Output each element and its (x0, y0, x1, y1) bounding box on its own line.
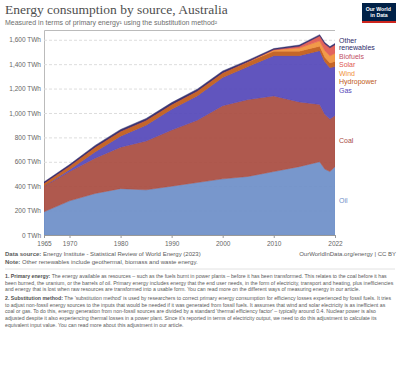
logo-bar (362, 21, 396, 23)
area (44, 36, 335, 183)
area (44, 35, 335, 184)
x-tick-mark (274, 235, 275, 238)
footnote-text: The energy available as resources – such… (5, 273, 393, 292)
note-label: Note: (5, 259, 20, 265)
footnotes: 1. Primary energy: The energy available … (5, 273, 395, 330)
logo-box (362, 3, 396, 23)
y-tick-label: 600 TWh (15, 158, 42, 165)
x-tick-label: 1990 (165, 240, 180, 247)
x-tick-mark (44, 235, 45, 238)
logo-text: Our World in Data (366, 6, 393, 18)
x-tick-label: 1965 (37, 240, 52, 247)
subtitle: Measured in terms of primary energy¹ usi… (5, 19, 218, 27)
separator (5, 269, 395, 270)
x-tick: 2010 (267, 235, 282, 247)
x-tick-label: 2022 (328, 240, 343, 247)
x-tick-mark (172, 235, 173, 238)
logo: Our World in Data (362, 3, 396, 23)
legend-label: Wind (339, 70, 355, 77)
footnote-label: 1. Primary energy: (5, 273, 50, 279)
areas (44, 35, 335, 235)
title: Energy consumption by source, Australia (5, 2, 228, 17)
y-tick-label: 800 TWh (15, 134, 42, 141)
legend-label: Other renewables (339, 37, 375, 52)
logo-line: in Data (370, 12, 387, 18)
legend-label: Solar (339, 61, 356, 68)
x-tick: 1990 (165, 235, 180, 247)
footnote: 1. Primary energy: The energy available … (5, 273, 395, 293)
legend-label: Hydropower (339, 78, 377, 86)
legend-label-line: Other (339, 37, 358, 44)
legend-label: Biofuels (339, 53, 364, 60)
area (44, 46, 335, 186)
legend-label: Oil (339, 197, 348, 204)
y-tick-label: 200 TWh (15, 207, 42, 214)
note: Note: Other renewables include geotherma… (5, 259, 198, 265)
x-tick: 1965 (37, 235, 52, 247)
x-axis-line (45, 236, 336, 239)
data-source: Data source: Energy Institute - Statisti… (5, 251, 201, 257)
area (44, 51, 335, 186)
area (44, 41, 335, 183)
legend-label-line: renewables (339, 44, 375, 51)
x-tick-mark (335, 235, 336, 238)
y-tick: 1,600 TWh (9, 36, 335, 43)
x-tick: 2000 (216, 235, 231, 247)
x-tick-label: 1970 (63, 240, 78, 247)
legend-label: Coal (339, 137, 354, 144)
x-tick-label: 1980 (114, 240, 129, 247)
y-tick-label: 1,000 TWh (9, 110, 41, 117)
source-url: OurWorldInData.org/energy | CC BY (299, 251, 396, 257)
legend: Other renewablesBiofuelsSolarWindHydropo… (339, 37, 377, 205)
x-tick-mark (70, 235, 71, 238)
y-axis-line (45, 31, 336, 236)
y-tick-label: 0 TWh (22, 232, 41, 239)
footnote: 2. Substitution method: The 'substitutio… (5, 295, 395, 328)
x-tick-label: 2010 (267, 240, 282, 247)
footnote-text: The 'substitution method' is used by res… (5, 295, 391, 328)
x-tick-mark (223, 235, 224, 238)
y-axis: 0 TWh 200 TWh 400 TWh 600 TWh 800 TWh 1,000 T… (9, 31, 335, 239)
y-tick-label: 400 TWh (15, 183, 42, 190)
data-source-text: Energy Institute - Statistical Review of… (41, 251, 200, 257)
y-tick-label: 1,400 TWh (9, 61, 41, 68)
x-axis: 1965 1970 1980 1990 2000 2010 2022 (37, 235, 343, 247)
x-tick: 1980 (114, 235, 129, 247)
x-tick-label: 2000 (216, 240, 231, 247)
grid-line (44, 40, 335, 41)
x-tick-mark (121, 235, 122, 238)
footnote-label: 2. Substitution method: (5, 295, 63, 301)
y-tick-label: 1,200 TWh (9, 85, 41, 92)
x-tick: 1970 (63, 235, 78, 247)
x-tick: 2022 (328, 235, 343, 247)
data-source-label: Data source: (5, 251, 41, 257)
plot: 0 TWh 200 TWh 400 TWh 600 TWh 800 TWh 1,000 T… (9, 31, 377, 247)
y-tick-label: 1,600 TWh (9, 36, 41, 43)
area (44, 36, 335, 183)
legend-label: Gas (339, 87, 352, 94)
note-text: Other renewables include geothermal, bio… (20, 259, 198, 265)
